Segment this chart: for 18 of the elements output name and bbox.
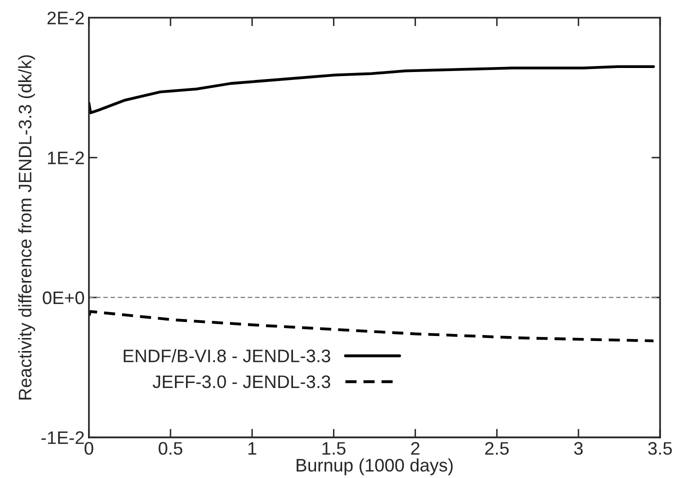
y-axis-title: Reactivity difference from JENDL-3.3 (dk/k) — [18, 55, 36, 400]
x-axis-title: Burnup (1000 days) — [296, 458, 453, 476]
x-tick-label: 2 — [411, 442, 420, 455]
x-tick-label: 1 — [248, 442, 256, 455]
line-series — [88, 310, 655, 342]
y-tick-label: 0E+0 — [42, 291, 84, 304]
x-tick-label: 0 — [84, 442, 94, 455]
x-tick-label: 0.5 — [158, 442, 182, 455]
x-tick-label: 3.5 — [648, 442, 672, 455]
y-tick-label: 2E-2 — [48, 12, 84, 24]
x-tick-label: 3 — [574, 442, 583, 455]
x-tick-label: 1.5 — [322, 442, 346, 455]
x-tick-label: 2.5 — [485, 442, 509, 455]
y-tick-label: 1E-2 — [48, 152, 84, 164]
y-tick-label: -1E-2 — [41, 431, 84, 444]
legend-label: ENDF/B-VI.8 - JENDL-3.3 — [124, 349, 330, 362]
legend-label: JEFF-3.0 - JENDL-3.3 — [152, 375, 330, 388]
line-series — [88, 65, 655, 114]
